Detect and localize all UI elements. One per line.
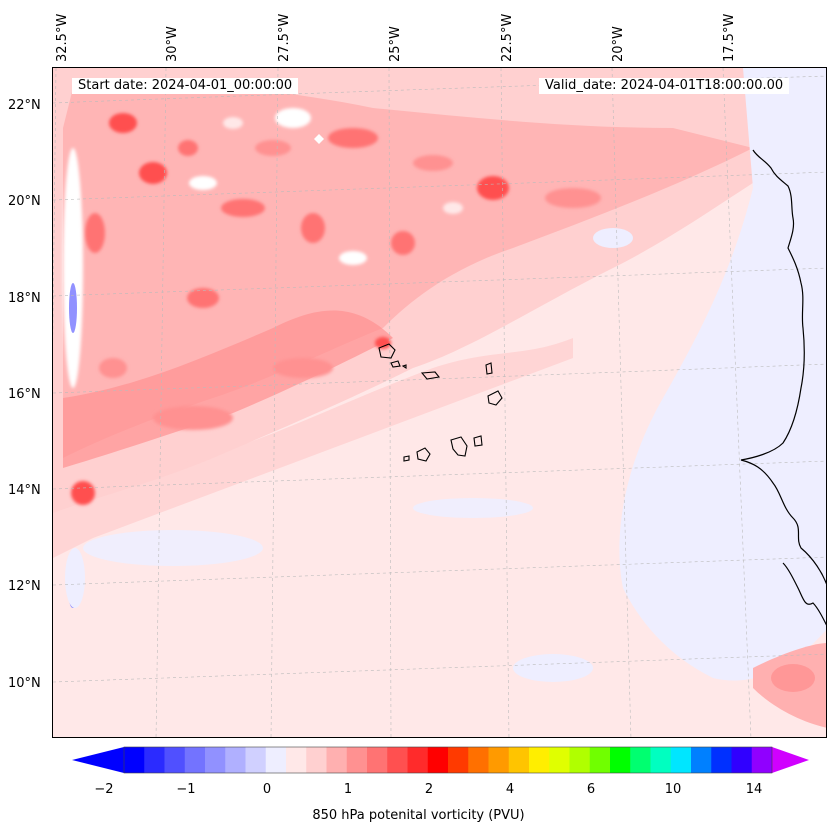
colorbar-segment <box>164 747 186 773</box>
pv-region-strong-band <box>63 310 393 468</box>
lat-label-16n: 16°N <box>8 387 41 402</box>
map-plot-area <box>52 67 827 738</box>
colorbar-segment <box>691 747 712 773</box>
colorbar-segment <box>265 747 287 773</box>
colorbar-segment <box>144 747 165 773</box>
africa-coastline <box>740 149 826 626</box>
colorbar-segment <box>184 747 206 773</box>
lon-label-22-5w: 22.5°W <box>500 13 515 62</box>
colorbar-under-arrow <box>72 747 124 773</box>
lat-label-12n: 12°N <box>8 579 41 594</box>
lat-label-18n: 18°N <box>8 291 41 306</box>
colorbar-segment <box>407 747 429 773</box>
colorbar-segment <box>468 747 489 773</box>
lon-label-27-5w: 27.5°W <box>277 13 292 62</box>
pv-low-spots <box>63 108 463 388</box>
pv-negative-regions <box>65 68 826 682</box>
lon-label-25w: 25°W <box>388 26 403 62</box>
colorbar-segment <box>124 747 145 773</box>
lat-label-22n: 22°N <box>8 98 41 113</box>
colorbar-tick-m2: −2 <box>94 782 114 797</box>
white-diamond-marker <box>314 134 324 144</box>
start-date-label: Start date: 2024-04-01_00:00:00 <box>72 78 299 94</box>
colorbar-segment <box>508 747 530 773</box>
colorbar-segment <box>306 747 327 773</box>
lon-label-17-5w: 17.5°W <box>722 13 737 62</box>
colorbar-segment <box>630 747 651 773</box>
colorbar-segment <box>589 747 611 773</box>
colorbar-segment <box>731 747 753 773</box>
colorbar-outline <box>123 746 773 774</box>
colorbar-label: 850 hPa potenital vorticity (PVU) <box>312 808 525 823</box>
lat-label-20n: 20°N <box>8 194 41 209</box>
colorbar-segment <box>650 747 672 773</box>
colorbar-segment <box>245 747 267 773</box>
colorbar-segment <box>670 747 692 773</box>
pv-region-light <box>53 338 573 558</box>
valid-date-label: Valid_date: 2024-04-01T18:00:00.00 <box>539 78 790 94</box>
colorbar-tick-4: 4 <box>505 782 515 797</box>
lat-label-14n: 14°N <box>8 483 41 498</box>
colorbar-tick-14: 14 <box>745 782 763 797</box>
colorbar-tick-1: 1 <box>343 782 353 797</box>
colorbar-over-arrow <box>772 747 809 773</box>
colorbar-segment <box>367 747 388 773</box>
colorbar <box>72 746 809 774</box>
colorbar-segment <box>549 747 570 773</box>
lat-label-10n: 10°N <box>8 676 41 691</box>
colorbar-segment <box>225 747 246 773</box>
colorbar-tick-2: 2 <box>424 782 434 797</box>
colorbar-segment <box>610 747 631 773</box>
pv-intense-blobs <box>71 113 601 505</box>
colorbar-segment <box>205 747 226 773</box>
colorbar-segment <box>346 747 368 773</box>
colorbar-segment <box>569 747 591 773</box>
colorbar-segments <box>124 747 773 773</box>
pv-contour-map <box>53 68 826 737</box>
lon-label-32-5w: 32.5°W <box>55 13 70 62</box>
colorbar-tick-0: 0 <box>262 782 272 797</box>
colorbar-segment <box>488 747 510 773</box>
colorbar-tick-6: 6 <box>586 782 596 797</box>
lon-label-30w: 30°W <box>165 26 180 62</box>
colorbar-segment <box>529 747 550 773</box>
colorbar-segment <box>286 747 307 773</box>
colorbar-segment <box>326 747 348 773</box>
colorbar-segment <box>711 747 732 773</box>
colorbar-segment <box>427 747 449 773</box>
lon-label-20w: 20°W <box>611 26 626 62</box>
colorbar-segment <box>448 747 469 773</box>
map-gridlines <box>53 68 826 737</box>
colorbar-tick-10: 10 <box>664 782 682 797</box>
colorbar-segment <box>387 747 408 773</box>
colorbar-segment <box>751 747 773 773</box>
cape-verde-islands <box>378 343 503 462</box>
colorbar-tick-m1: −1 <box>176 782 196 797</box>
